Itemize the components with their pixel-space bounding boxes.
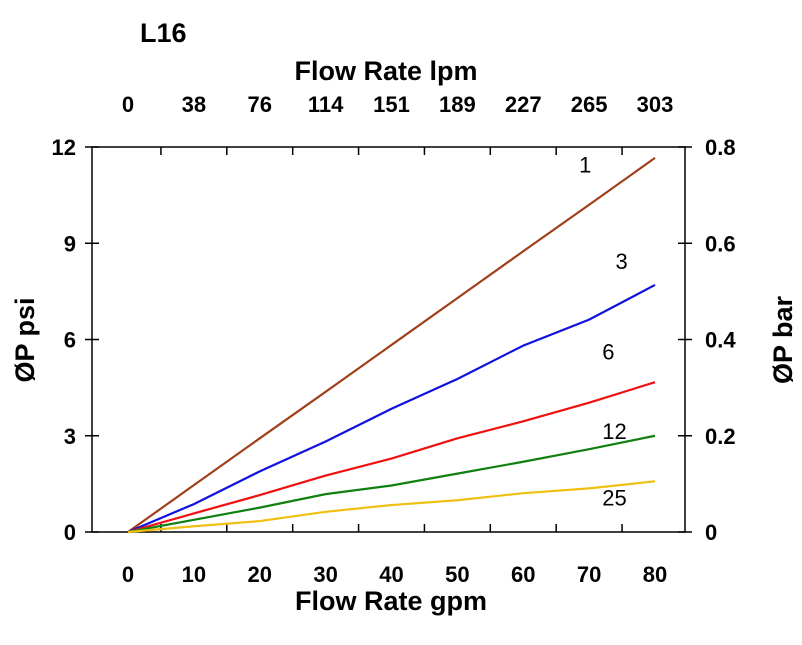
x-tick-label: 10 — [182, 562, 206, 587]
x-tick-label: 0 — [122, 562, 134, 587]
series-label: 3 — [615, 249, 627, 274]
y2-tick-label: 0.8 — [705, 135, 736, 160]
x-tick-label: 70 — [577, 562, 601, 587]
y2-axis-title: ØP bar — [768, 295, 798, 384]
x-tick-label: 60 — [511, 562, 535, 587]
y-tick-label: 0 — [64, 520, 76, 545]
series-label: 12 — [602, 419, 626, 444]
series-label: 1 — [579, 153, 591, 178]
y2-tick-label: 0.4 — [705, 328, 736, 353]
y-tick-label: 6 — [64, 328, 76, 353]
x2-tick-label: 151 — [373, 92, 410, 117]
series-label: 6 — [602, 340, 614, 365]
x2-tick-label: 189 — [439, 92, 476, 117]
x2-tick-label: 0 — [122, 92, 134, 117]
chart-title: L16 — [140, 18, 187, 48]
series-line-1 — [127, 157, 656, 533]
x2-tick-label: 76 — [248, 92, 272, 117]
series-line-6 — [127, 381, 656, 534]
x2-tick-label: 38 — [182, 92, 206, 117]
x-tick-label: 50 — [445, 562, 469, 587]
y2-tick-label: 0.6 — [705, 231, 736, 256]
y2-tick-label: 0 — [705, 520, 717, 545]
x-tick-label: 80 — [643, 562, 667, 587]
series-label: 25 — [602, 485, 626, 510]
plot-frame — [91, 146, 686, 533]
y2-tick-label: 0.2 — [705, 424, 736, 449]
x-tick-label: 30 — [313, 562, 337, 587]
x2-axis-title: Flow Rate lpm — [294, 56, 477, 86]
x2-tick-label: 303 — [637, 92, 674, 117]
y-tick-label: 9 — [64, 231, 76, 256]
series-line-12 — [127, 434, 656, 534]
y-tick-label: 3 — [64, 424, 76, 449]
y-axis-title: ØP psi — [10, 297, 40, 382]
y-tick-label: 12 — [52, 135, 76, 160]
x2-tick-label: 265 — [571, 92, 608, 117]
x2-tick-label: 227 — [505, 92, 542, 117]
x-tick-label: 20 — [248, 562, 272, 587]
x2-tick-label: 114 — [308, 92, 344, 117]
x-tick-label: 40 — [379, 562, 403, 587]
series-line-25 — [127, 480, 656, 534]
x-axis-title: Flow Rate gpm — [295, 586, 487, 616]
series-line-3 — [127, 283, 656, 534]
